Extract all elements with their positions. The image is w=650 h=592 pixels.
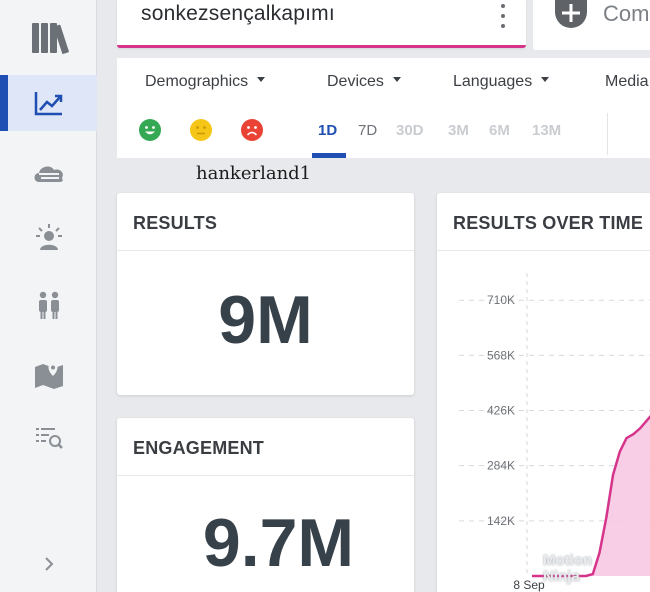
sidebar	[0, 0, 97, 592]
languages-dropdown[interactable]: Languages	[453, 73, 550, 91]
sidebar-item-analytics[interactable]	[0, 75, 97, 131]
chart-line	[532, 414, 650, 578]
chart-y-tick-label: 710K	[487, 293, 515, 307]
range-6m[interactable]: 6M	[489, 122, 510, 139]
caret-down-icon	[541, 77, 550, 83]
demographics-dropdown[interactable]: Demographics	[145, 73, 266, 91]
active-range-indicator	[312, 153, 346, 158]
demographics-label: Demographics	[145, 73, 249, 90]
divider	[607, 113, 608, 155]
caret-down-icon	[257, 77, 266, 83]
chart-y-tick-label: 568K	[487, 348, 515, 362]
range-7d[interactable]: 7D	[358, 122, 378, 139]
results-chart: 710K 568K 426K 284K 142K 8 Sep	[459, 273, 650, 592]
divider	[117, 250, 414, 251]
engagement-title: ENGAGEMENT	[133, 438, 265, 458]
sidebar-item-influencers[interactable]	[0, 210, 97, 266]
search-input[interactable]: sonkezsençalkapımı	[141, 2, 335, 25]
map-pin-icon	[34, 363, 63, 389]
caret-down-icon	[392, 77, 401, 83]
results-card: RESULTS 9M	[117, 193, 414, 395]
engagement-value: 9.7M	[202, 505, 355, 581]
media-dropdown[interactable]: Media	[605, 73, 649, 91]
neutral-face-icon	[190, 119, 212, 141]
negative-sentiment-toggle[interactable]	[241, 119, 263, 141]
smile-face-icon	[139, 119, 161, 141]
chart-y-tick-label: 284K	[487, 459, 515, 473]
range-30d[interactable]: 30D	[396, 122, 424, 139]
compare-label: Com	[603, 1, 650, 26]
books-icon	[31, 23, 69, 54]
sidebar-item-audience[interactable]	[0, 277, 97, 333]
compare-button[interactable]: Com	[533, 0, 650, 50]
cloud-icon	[34, 166, 63, 182]
sidebar-item-search-list[interactable]	[0, 410, 97, 466]
plus-icon	[555, 0, 587, 28]
chart-y-tick-label: 426K	[487, 404, 515, 418]
trending-up-icon	[34, 92, 62, 116]
positive-sentiment-toggle[interactable]	[139, 119, 161, 141]
neutral-sentiment-toggle[interactable]	[190, 119, 212, 141]
sad-face-icon	[241, 119, 263, 141]
chart-area	[532, 416, 650, 576]
devices-label: Devices	[327, 73, 384, 90]
search-bar[interactable]: sonkezsençalkapımı	[117, 0, 526, 48]
divider	[117, 475, 414, 476]
chevron-right-icon	[44, 557, 53, 571]
devices-dropdown[interactable]: Devices	[327, 73, 401, 91]
sidebar-item-cloud[interactable]	[0, 145, 97, 201]
engagement-card: ENGAGEMENT 9.7M	[117, 418, 414, 592]
range-13m[interactable]: 13M	[532, 122, 562, 139]
more-options-icon[interactable]	[500, 4, 506, 28]
sidebar-expand[interactable]	[0, 536, 97, 592]
filter-bar: Demographics Devices Languages Media 1D …	[117, 58, 650, 158]
results-value: 9M	[218, 282, 313, 358]
sidebar-item-map[interactable]	[0, 346, 97, 402]
list-search-icon	[35, 428, 63, 449]
range-3m[interactable]: 3M	[448, 122, 469, 139]
media-label: Media	[605, 73, 649, 90]
divider	[437, 250, 650, 251]
chart-x-tick-label: 8 Sep	[513, 578, 545, 592]
range-1d[interactable]: 1D	[318, 122, 338, 139]
sidebar-item-library[interactable]	[0, 10, 97, 66]
chart-title: RESULTS OVER TIME	[453, 213, 644, 233]
chart-y-tick-label: 142K	[487, 514, 515, 528]
person-spark-icon	[35, 224, 62, 250]
results-title: RESULTS	[133, 213, 218, 233]
watermark-text: hankerland1	[196, 163, 312, 184]
results-over-time-card: RESULTS OVER TIME 710K 568K 426K 284K 142K 8…	[437, 193, 650, 592]
languages-label: Languages	[453, 73, 533, 90]
people-icon	[38, 291, 59, 319]
overlay-logo-text: Motion Ninja	[543, 552, 593, 585]
